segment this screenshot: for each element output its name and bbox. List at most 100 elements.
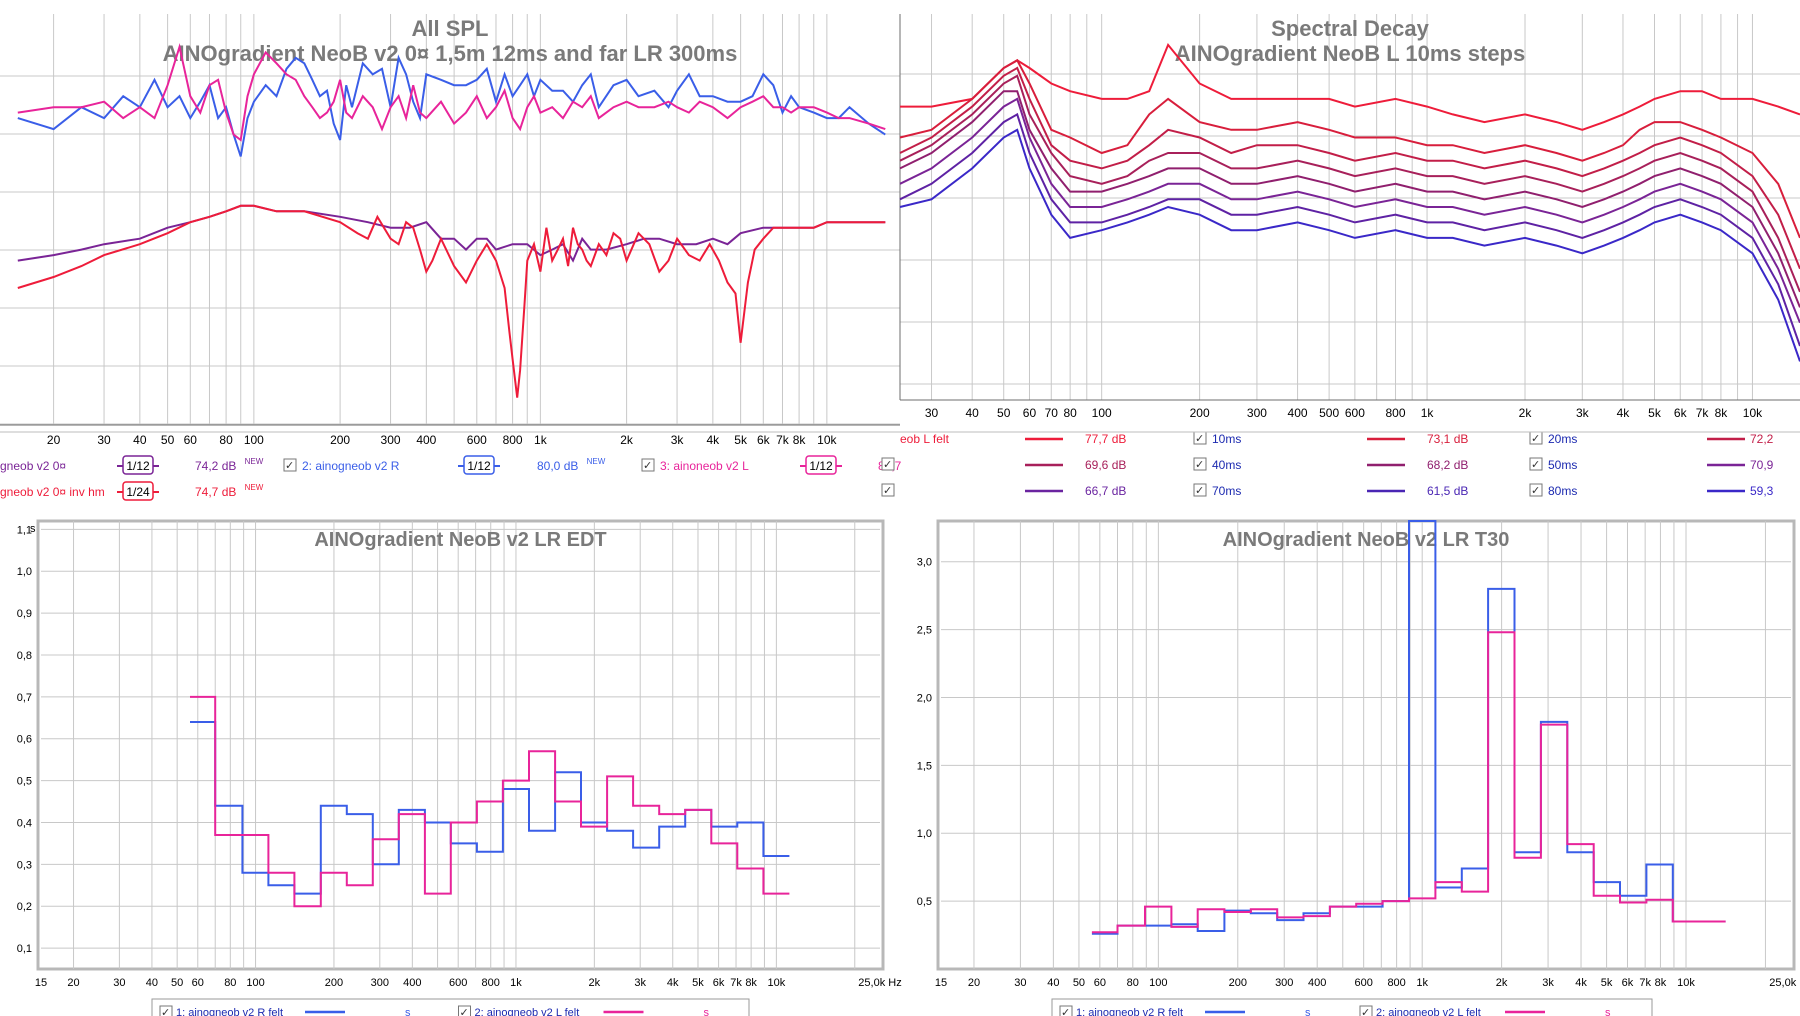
x-tick-label: 3k <box>671 433 685 447</box>
y-tick-label: 0,5 <box>917 896 932 908</box>
legend-row-left: gneob v2 0¤ <box>0 459 66 473</box>
x-tick-label: 30 <box>1014 977 1026 989</box>
spl-series-line <box>17 54 886 157</box>
x-tick-label: 3k <box>1542 977 1554 989</box>
x-tick-label: 6k <box>1622 977 1634 989</box>
x-tick-label: 40 <box>146 977 158 989</box>
smoothing-badge[interactable] <box>122 481 154 501</box>
x-tick-label: 15 <box>35 977 47 989</box>
x-tick-label: 50 <box>1073 977 1085 989</box>
checkbox[interactable] <box>1059 1005 1073 1016</box>
checkbox[interactable] <box>641 458 655 472</box>
x-tick-label: 60 <box>192 977 204 989</box>
x-tick-label: 1k <box>1416 977 1428 989</box>
x-tick-label: 25,0k Hz <box>1769 977 1800 989</box>
x-tick-label: 2k <box>589 977 601 989</box>
checkbox[interactable] <box>283 458 297 472</box>
x-tick-label: 300 <box>381 433 401 447</box>
decay-legend-row: ✓ 70ms 61,5 dB <box>1193 483 1468 498</box>
legend-value: 72,2 <box>1750 432 1774 446</box>
x-tick-label: 4k <box>1617 406 1631 420</box>
check-icon: ✓ <box>643 460 652 472</box>
legend-unit: s <box>1605 1007 1611 1016</box>
x-tick-label: 600 <box>449 977 467 989</box>
legend-value: 61,5 dB <box>1427 484 1468 498</box>
x-tick-label: 300 <box>1247 406 1267 420</box>
y-tick-label: 1,0 <box>17 566 32 578</box>
x-tick-label: 5k <box>734 433 748 447</box>
y-tick-label: 2,5 <box>917 625 932 637</box>
x-tick-label: 40 <box>133 433 147 447</box>
x-tick-label: 15 <box>935 977 947 989</box>
new-badge: NEW <box>245 457 264 466</box>
legend-label: 70ms <box>1212 484 1241 498</box>
y-tick-label: 1,0 <box>917 828 932 840</box>
legend-label: 2: ainogneob v2 L felt <box>1376 1007 1481 1016</box>
checkbox[interactable] <box>1193 483 1207 497</box>
checkbox[interactable] <box>1359 1005 1373 1016</box>
y-tick-label: 0,1 <box>17 943 32 955</box>
new-badge: NEW <box>245 483 264 492</box>
legend-unit: s <box>1305 1007 1311 1016</box>
y-unit-label: s <box>30 523 36 535</box>
legend-row-left: gneob v2 0¤ inv hm <box>0 485 105 499</box>
y-tick-label: 0,6 <box>17 734 32 746</box>
x-tick-label: 1k <box>510 977 522 989</box>
smoothing-badge[interactable] <box>805 455 837 475</box>
x-tick-label: 80 <box>1063 406 1077 420</box>
x-tick-label: 100 <box>246 977 264 989</box>
decay-series-line <box>899 112 1800 347</box>
x-tick-label: 20 <box>67 977 79 989</box>
legend-box <box>151 998 750 1016</box>
legend-label: 1: ainogneob v2 R felt <box>1076 1007 1183 1016</box>
x-tick-label: 8k <box>1715 406 1729 420</box>
checkbox[interactable] <box>1193 457 1207 471</box>
decay-series-line <box>899 90 1800 308</box>
smoothing-badge[interactable] <box>463 455 495 475</box>
checkbox[interactable] <box>159 1005 173 1016</box>
new-badge: NEW <box>587 457 606 466</box>
x-tick-label: 6k <box>757 433 771 447</box>
decay-series-line <box>899 128 1800 362</box>
checkbox[interactable] <box>881 483 895 497</box>
checkbox[interactable] <box>1529 457 1543 471</box>
x-tick-label: 800 <box>482 977 500 989</box>
y-tick-label: 0,5 <box>17 776 32 788</box>
legend-value: 74,2 dB <box>195 459 236 473</box>
legend-value: 68,2 dB <box>1427 458 1468 472</box>
y-tick-label: 2,0 <box>917 692 932 704</box>
y-tick-label: 0,4 <box>17 817 32 829</box>
decay-legend-row: eob L felt 77,7 dB <box>900 432 1126 446</box>
x-tick-label: 7k <box>776 433 790 447</box>
x-tick-label: 800 <box>1386 406 1406 420</box>
y-tick-label: 1,1 <box>17 524 32 536</box>
checkbox[interactable] <box>881 457 895 471</box>
checkbox[interactable] <box>458 1005 471 1016</box>
legend-label: 80ms <box>1548 484 1577 498</box>
x-tick-label: 8k <box>793 433 807 447</box>
legend-label: 10ms <box>1212 432 1241 446</box>
y-tick-label: 1,5 <box>917 760 932 772</box>
x-tick-label: 2k <box>1519 406 1533 420</box>
x-tick-label: 50 <box>161 433 175 447</box>
x-tick-label: 70 <box>1045 406 1059 420</box>
chart-title: Spectral Decay <box>1271 16 1430 41</box>
decay-series-line <box>899 58 1800 239</box>
x-tick-label: 7k <box>1696 406 1710 420</box>
x-tick-label: 20 <box>47 433 61 447</box>
legend-unit: s <box>405 1007 411 1016</box>
x-tick-label: 30 <box>925 406 939 420</box>
checkbox[interactable] <box>1529 483 1543 497</box>
smoothing-badge[interactable] <box>122 455 154 475</box>
x-tick-label: 600 <box>1345 406 1365 420</box>
x-tick-label: 2k <box>1496 977 1508 989</box>
legend-item: ✓ 2: ainogneob v2 L felt s <box>458 1005 710 1016</box>
legend-label: 20ms <box>1548 432 1577 446</box>
legend-value: 74,7 dB <box>195 485 236 499</box>
chart-subtitle: AINOgradient NeoB L 10ms steps <box>1175 41 1525 66</box>
decay-legend-row: ✓ 69,6 dB <box>881 457 1126 472</box>
legend-item: ✓ 2: ainogneob v2 L felt s <box>1359 1005 1611 1016</box>
decay-legend-row: ✓ 20ms 72,2 <box>1529 431 1774 446</box>
legend-top-left: gneob v2 0¤ ✓ 2: ainogneob v2 R ✓ 3: ainoneo… <box>0 455 902 501</box>
